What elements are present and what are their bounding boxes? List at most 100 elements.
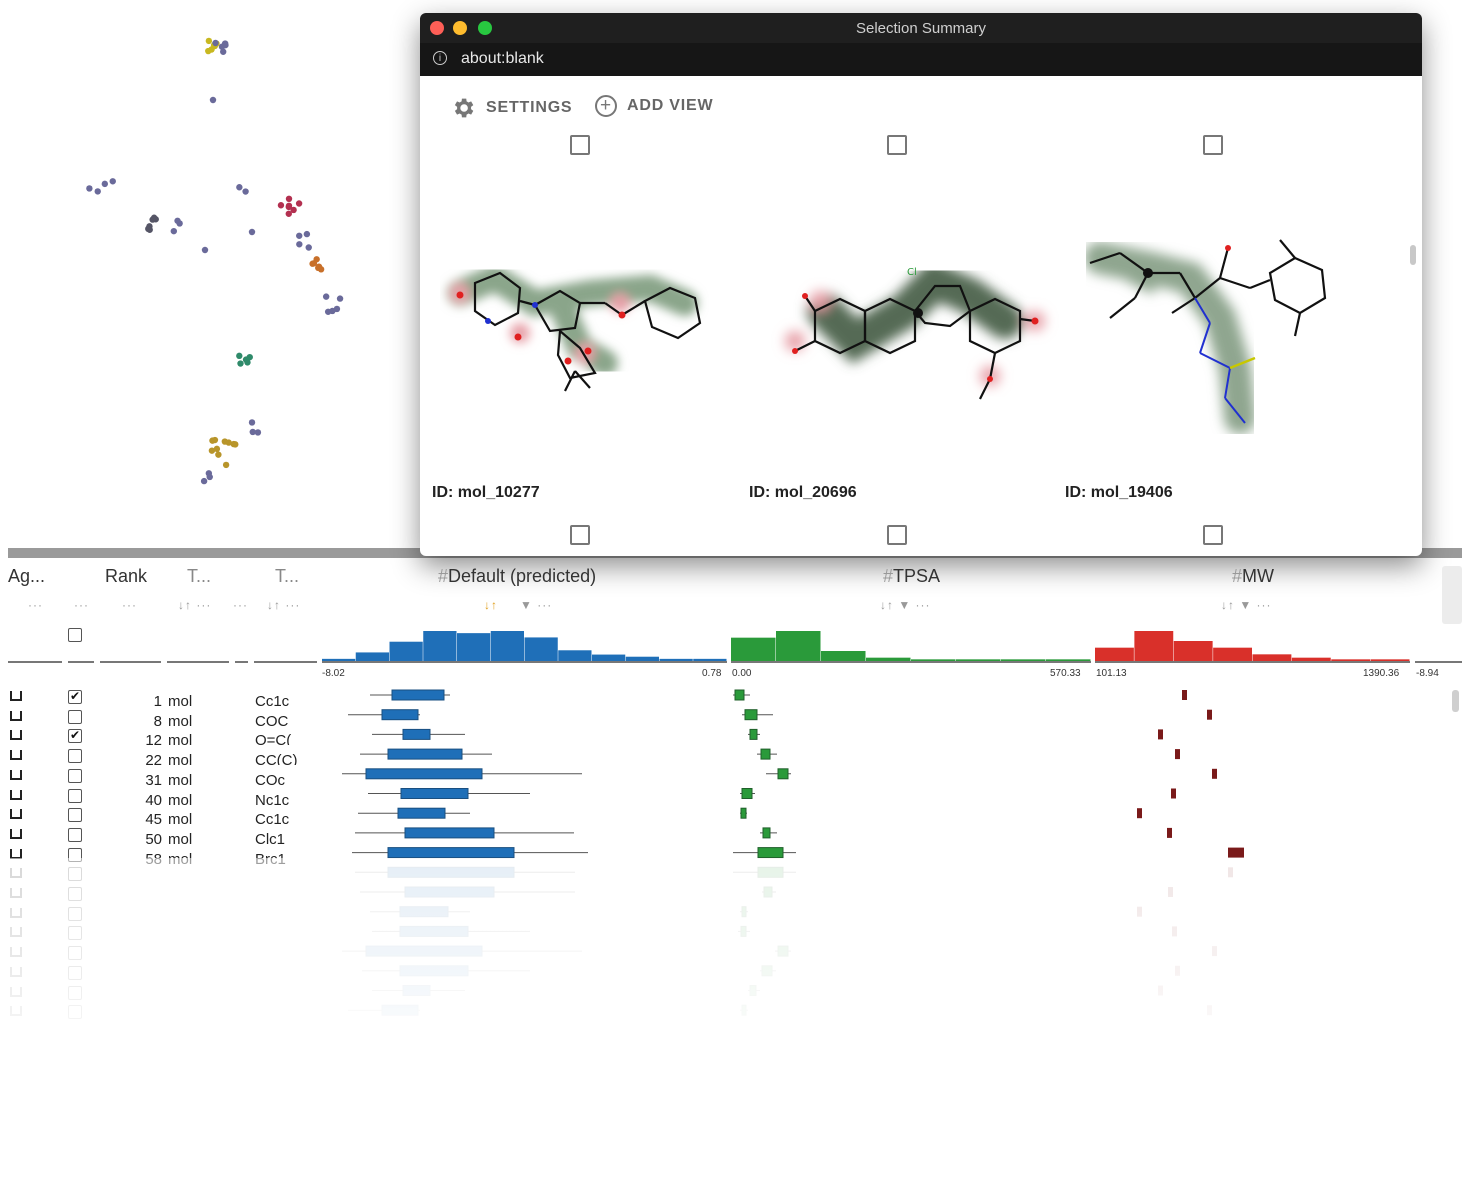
- histogram-bar[interactable]: [389, 641, 423, 661]
- scatter-point[interactable]: [305, 244, 312, 251]
- boxplot-box[interactable]: [1137, 808, 1142, 819]
- scatter-point[interactable]: [145, 225, 152, 233]
- sort-icon[interactable]: ↓↑ ···: [178, 598, 212, 612]
- scatter-point[interactable]: [248, 419, 256, 426]
- select-all-checkbox[interactable]: [68, 628, 82, 642]
- histogram-bar[interactable]: [1291, 657, 1331, 661]
- histogram-bar[interactable]: [659, 658, 693, 661]
- column-header-aggregate[interactable]: Ag...: [8, 566, 46, 586]
- boxplot-box[interactable]: [744, 709, 758, 721]
- scatter-point[interactable]: [322, 293, 330, 300]
- table-scrollbar[interactable]: [1452, 690, 1459, 712]
- molecule-select-checkbox[interactable]: [887, 525, 907, 545]
- aggregate-indicator[interactable]: [10, 691, 22, 701]
- histogram-bar[interactable]: [592, 654, 626, 661]
- settings-button[interactable]: SETTINGS: [450, 95, 572, 121]
- row-select-checkbox[interactable]: ✔: [68, 689, 82, 704]
- sort-filter-icons[interactable]: ↓↑ ▼ ···: [1221, 598, 1272, 612]
- histogram-bar[interactable]: [625, 656, 659, 661]
- aggregate-indicator[interactable]: [10, 809, 22, 820]
- window-scrollbar[interactable]: [1410, 245, 1416, 265]
- histogram-bar[interactable]: [776, 631, 821, 661]
- scatter-point[interactable]: [201, 246, 209, 254]
- scatter-point[interactable]: [209, 96, 217, 104]
- histogram-bar[interactable]: [956, 659, 1001, 661]
- boxplot-box[interactable]: [740, 807, 747, 819]
- scatter-point[interactable]: [236, 352, 243, 360]
- scatter-point[interactable]: [246, 353, 253, 361]
- histogram-bar[interactable]: [866, 657, 911, 661]
- more-icon[interactable]: ···: [233, 598, 248, 612]
- scatter-point[interactable]: [309, 260, 316, 267]
- scatter-point[interactable]: [242, 188, 249, 195]
- scatter-point[interactable]: [277, 202, 285, 209]
- scatter-point[interactable]: [109, 178, 116, 185]
- scatter-point[interactable]: [254, 429, 262, 436]
- molecule-select-checkbox[interactable]: [887, 135, 907, 155]
- sort-active-icon[interactable]: ↓↑: [484, 598, 498, 612]
- scatter-point[interactable]: [225, 439, 232, 446]
- scatter-point[interactable]: [296, 241, 303, 248]
- minimize-window-button[interactable]: [453, 21, 467, 35]
- column-header-text-2[interactable]: T...: [275, 566, 300, 586]
- scatter-point[interactable]: [101, 180, 109, 188]
- scatter-point[interactable]: [212, 39, 219, 47]
- scatter-point[interactable]: [170, 227, 178, 235]
- aggregate-indicator[interactable]: [10, 769, 22, 780]
- histogram-bar[interactable]: [355, 652, 389, 661]
- histogram-bar[interactable]: [693, 658, 727, 661]
- scatter-point[interactable]: [222, 461, 230, 469]
- boxplot-box[interactable]: [1158, 729, 1163, 740]
- boxplot-box[interactable]: [760, 748, 771, 760]
- scatter-point[interactable]: [86, 185, 93, 192]
- row-select-checkbox[interactable]: [68, 768, 82, 783]
- histogram-bar[interactable]: [1046, 659, 1091, 661]
- boxplot-box[interactable]: [757, 847, 784, 859]
- boxplot-box[interactable]: [402, 728, 431, 740]
- scatter-point[interactable]: [324, 308, 332, 315]
- aggregate-indicator[interactable]: [10, 828, 22, 839]
- boxplot-box[interactable]: [1175, 749, 1180, 760]
- aggregate-indicator[interactable]: [10, 710, 22, 721]
- scatter-point[interactable]: [236, 184, 243, 191]
- column-header-mw[interactable]: #MW: [1232, 566, 1274, 587]
- scatter-point[interactable]: [208, 447, 216, 454]
- scatter-point[interactable]: [333, 305, 341, 313]
- scatter-point[interactable]: [295, 200, 303, 207]
- boxplot-box[interactable]: [404, 827, 495, 839]
- aggregate-indicator[interactable]: [10, 848, 22, 859]
- boxplot-box[interactable]: [749, 728, 758, 740]
- scatter-point[interactable]: [249, 428, 256, 436]
- boxplot-box[interactable]: [1207, 709, 1212, 720]
- histogram-bar[interactable]: [1252, 654, 1292, 661]
- scatter-point[interactable]: [215, 451, 222, 458]
- row-select-checkbox[interactable]: ✔: [68, 728, 82, 744]
- scatter-point[interactable]: [290, 206, 297, 214]
- boxplot-box[interactable]: [381, 709, 419, 721]
- scatter-point[interactable]: [220, 48, 227, 55]
- histogram-bar[interactable]: [1213, 647, 1252, 661]
- boxplot-box[interactable]: [1182, 690, 1187, 700]
- scatter-point[interactable]: [303, 230, 311, 238]
- scatter-point[interactable]: [149, 216, 156, 223]
- zoom-window-button[interactable]: [478, 21, 492, 35]
- scatter-point[interactable]: [315, 264, 322, 272]
- boxplot-box[interactable]: [387, 748, 463, 760]
- molecule-select-checkbox[interactable]: [1203, 135, 1223, 155]
- boxplot-box[interactable]: [1171, 788, 1176, 799]
- sort-icon[interactable]: ↓↑ ···: [267, 598, 301, 612]
- molecule-select-checkbox[interactable]: [570, 135, 590, 155]
- column-header-default-predicted[interactable]: #Default (predicted): [438, 566, 596, 587]
- boxplot-box[interactable]: [741, 788, 753, 799]
- boxplot-box[interactable]: [387, 847, 515, 859]
- row-select-checkbox[interactable]: [68, 709, 82, 724]
- histogram-bar[interactable]: [524, 637, 558, 661]
- boxplot-box[interactable]: [397, 807, 446, 819]
- address-bar[interactable]: i about:blank: [420, 43, 1422, 76]
- boxplot-box[interactable]: [365, 768, 483, 780]
- aggregate-indicator[interactable]: [10, 750, 22, 761]
- scatter-point[interactable]: [222, 41, 229, 49]
- row-select-checkbox[interactable]: [68, 749, 82, 764]
- more-icon[interactable]: ···: [74, 598, 89, 612]
- boxplot-box[interactable]: [1212, 768, 1217, 779]
